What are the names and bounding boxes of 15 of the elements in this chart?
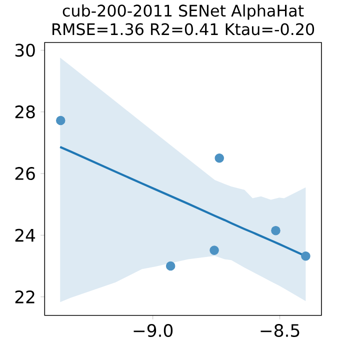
- point: [300, 252, 310, 261]
- y-tick-label: 26: [15, 167, 35, 180]
- point: [56, 116, 66, 126]
- point: [166, 261, 176, 271]
- chart-title: cub-200-2011 SENet AlphaHat: [62, 4, 304, 20]
- y-tick-label: 30: [15, 44, 35, 57]
- point: [271, 226, 280, 236]
- y-tick-label: 28: [15, 105, 35, 118]
- point: [214, 154, 224, 163]
- x-tick-label: −8.5: [260, 324, 300, 338]
- y-tick-label: 24: [15, 228, 35, 242]
- y-tick-label: 22: [15, 290, 34, 304]
- x-tick-label: −9.0: [134, 324, 172, 338]
- point: [210, 246, 219, 255]
- chart-subtitle: RMSE=1.36 R2=0.41 Ktau=-0.20: [52, 23, 314, 36]
